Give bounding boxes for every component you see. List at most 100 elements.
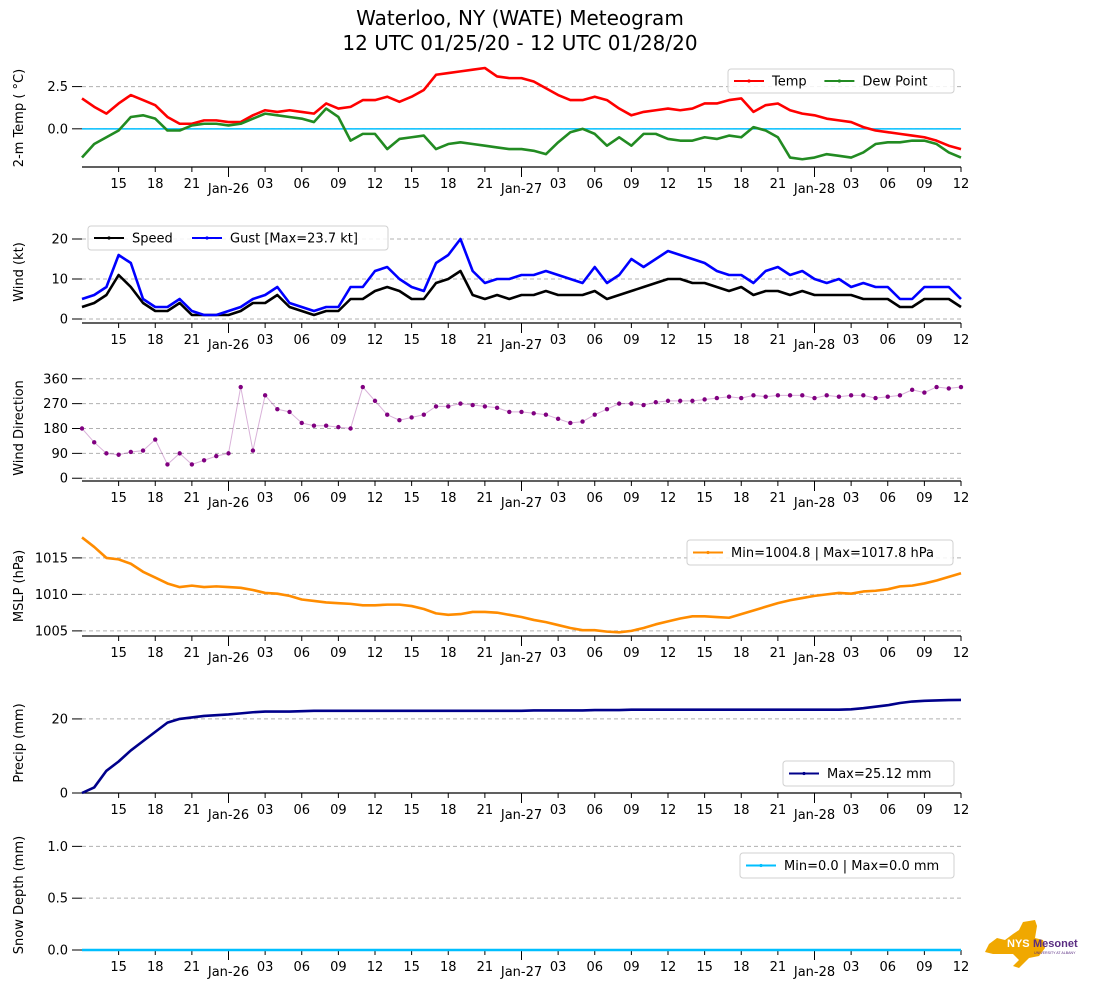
- data-point: [262, 393, 268, 398]
- y-tick-label: 1005: [35, 624, 68, 639]
- x-tick-label: 09: [330, 960, 347, 975]
- x-date-label: Jan-27: [500, 651, 542, 666]
- data-point: [250, 448, 256, 453]
- data-point: [519, 409, 524, 415]
- legend-label: Min=0.0 | Max=0.0 mm: [784, 859, 939, 874]
- legend-label: Temp: [771, 75, 807, 90]
- x-tick-label: 21: [477, 960, 494, 975]
- x-date-label: Jan-26: [207, 496, 249, 511]
- x-date-label: Jan-28: [793, 965, 835, 980]
- data-point: [421, 412, 427, 417]
- x-tick-label: 09: [623, 960, 640, 975]
- data-point: [934, 384, 939, 390]
- x-tick-label: 21: [184, 803, 201, 818]
- x-tick-label: 21: [770, 177, 787, 192]
- x-tick-label: 09: [330, 177, 347, 192]
- data-point: [763, 394, 768, 399]
- x-tick-label: 18: [733, 960, 750, 975]
- data-point: [140, 448, 146, 453]
- x-tick-label: 06: [586, 491, 603, 506]
- x-tick-label: 12: [367, 177, 384, 192]
- data-point: [104, 451, 109, 456]
- data-point: [592, 412, 597, 417]
- x-tick-label: 18: [440, 960, 457, 975]
- x-tick-label: 06: [879, 646, 896, 661]
- legend: Temp Dew Point: [727, 68, 955, 94]
- x-tick-label: 12: [367, 646, 384, 661]
- new-york-state-shape-icon: [985, 920, 1045, 968]
- x-tick-label: 03: [550, 491, 567, 506]
- legend-box: [782, 760, 955, 787]
- data-point: [360, 384, 365, 390]
- x-date-label: Jan-27: [500, 338, 542, 353]
- x-tick-label: 15: [403, 803, 420, 818]
- x-tick-label: 03: [550, 960, 567, 975]
- data-point: [311, 423, 317, 428]
- x-tick-label: 06: [293, 960, 310, 975]
- x-tick-label: 09: [623, 803, 640, 818]
- y-tick-label: 1010: [35, 588, 68, 603]
- y-tick-label: 0.5: [47, 892, 68, 907]
- panel-mslp: 1005 1010 1015 MSLP (hPa) 15 18 21 03 06 09 12 15 18…: [12, 536, 969, 666]
- x-tick-label: 06: [586, 646, 603, 661]
- x-date-label: Jan-28: [793, 338, 835, 353]
- x-tick-label: 12: [953, 177, 970, 192]
- x-tick-label: 21: [770, 960, 787, 975]
- x-tick-label: 21: [184, 646, 201, 661]
- x-tick-label: 06: [586, 803, 603, 818]
- data-point: [861, 393, 866, 398]
- logo-sub-text: UNIVERSITY AT ALBANY: [1034, 951, 1076, 955]
- x-date-label: Jan-28: [793, 182, 835, 197]
- x-tick-label: 21: [184, 177, 201, 192]
- x-date-label: Jan-26: [207, 965, 249, 980]
- x-tick-label: 09: [916, 646, 933, 661]
- x-tick-label: 03: [257, 333, 274, 348]
- data-point: [873, 395, 878, 401]
- x-tick-label: 15: [110, 491, 127, 506]
- x-tick-label: 06: [586, 177, 603, 192]
- x-tick-label: 15: [403, 333, 420, 348]
- y-axis-label: Snow Depth (mm): [12, 836, 27, 954]
- x-date-label: Jan-28: [793, 496, 835, 511]
- x-tick-label: 09: [330, 333, 347, 348]
- chart-title-line2: 12 UTC 01/25/20 - 12 UTC 01/28/20: [342, 31, 698, 55]
- x-tick-label: 03: [843, 803, 860, 818]
- data-point: [128, 449, 134, 455]
- data-point: [922, 390, 927, 395]
- chart-title: Waterloo, NY (WATE) Meteogram 12 UTC 01/…: [0, 6, 1040, 56]
- x-tick-label: 15: [403, 960, 420, 975]
- x-tick-label: 12: [660, 177, 677, 192]
- x-date-label: Jan-26: [207, 651, 249, 666]
- data-point: [165, 462, 170, 467]
- x-tick-label: 21: [477, 646, 494, 661]
- x-tick-label: 09: [623, 177, 640, 192]
- x-date-label: Jan-27: [500, 808, 542, 823]
- x-tick-label: 21: [184, 333, 201, 348]
- x-tick-label: 03: [843, 177, 860, 192]
- x-tick-label: 12: [367, 333, 384, 348]
- x-tick-label: 15: [110, 960, 127, 975]
- data-point: [604, 406, 610, 412]
- x-tick-label: 03: [550, 333, 567, 348]
- x-tick-label: 18: [733, 491, 750, 506]
- x-tick-label: 06: [879, 491, 896, 506]
- legend-marker: [706, 550, 710, 555]
- series-line-dew-point: [81, 107, 962, 161]
- x-tick-label: 03: [550, 646, 567, 661]
- x-tick-label: 18: [440, 491, 457, 506]
- legend: Speed Gust [Max=23.7 kt]: [87, 225, 389, 251]
- x-tick-label: 15: [696, 333, 713, 348]
- data-point: [629, 401, 634, 406]
- x-tick-label: 18: [733, 803, 750, 818]
- x-date-label: Jan-28: [793, 808, 835, 823]
- data-point: [580, 419, 585, 424]
- legend: Max=25.12 mm: [782, 760, 955, 787]
- x-tick-label: 21: [184, 960, 201, 975]
- data-point: [739, 395, 744, 401]
- x-tick-label: 18: [147, 333, 164, 348]
- data-point: [714, 395, 720, 401]
- x-tick-label: 15: [403, 177, 420, 192]
- data-point: [336, 424, 341, 430]
- y-tick-label: 0.0: [47, 944, 68, 959]
- x-tick-label: 18: [440, 177, 457, 192]
